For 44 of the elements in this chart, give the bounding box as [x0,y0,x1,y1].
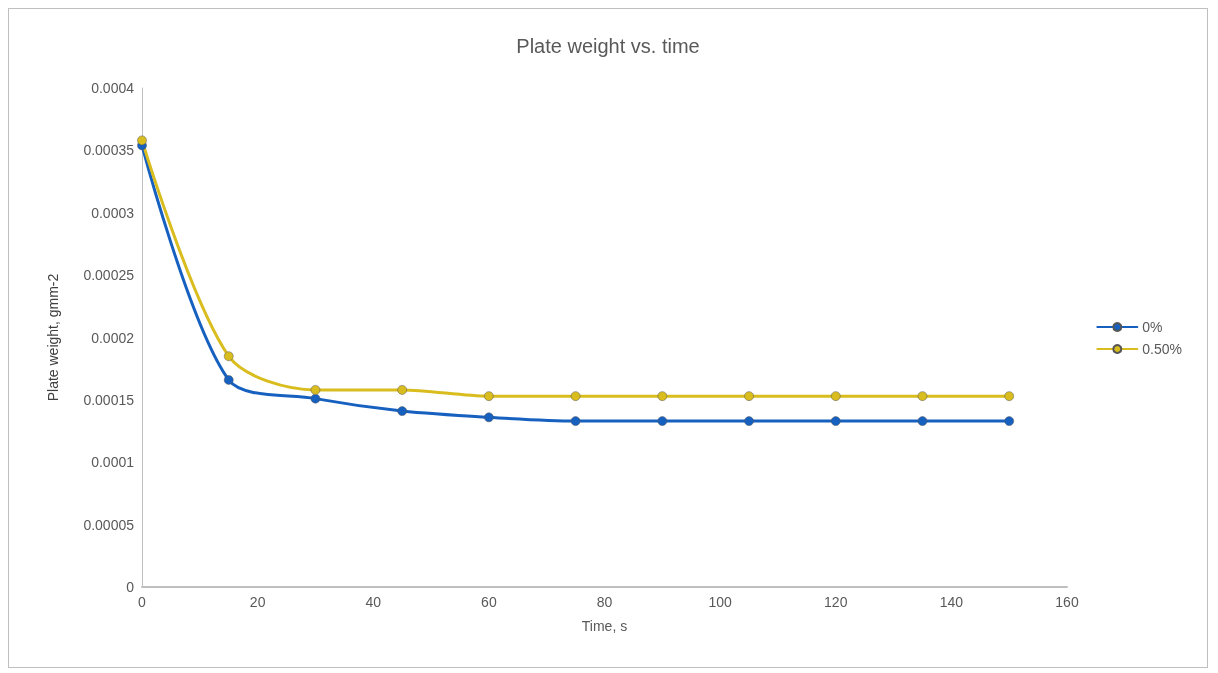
point [137,135,147,146]
point [1004,391,1014,401]
point [310,385,321,395]
y-tick-label: 0.0001 [91,454,135,471]
point [1004,416,1014,426]
x-tick-label: 20 [249,594,266,610]
point [917,416,928,426]
y-tick-label: 0.0002 [91,329,135,346]
point [657,391,668,401]
legend-label: 0% [1142,319,1163,335]
y-tick-label: 0.00005 [83,516,135,533]
point [744,416,754,426]
point [831,416,841,426]
x-tick-label: 80 [596,594,613,610]
point [397,406,407,416]
legend-label: 0.50% [1142,341,1183,357]
x-tick-label: 120 [824,594,848,610]
y-tick-label: 0.00015 [83,391,135,408]
y-axis-title: Plate weight, gmm-2 [45,273,61,402]
y-tick-label: 0.00035 [83,142,135,159]
point [744,391,754,401]
x-tick-label: 40 [365,594,382,610]
point [223,351,234,361]
x-axis-title: Time, s [581,618,628,634]
y-tick-label: 0.0004 [91,80,135,96]
point [570,416,581,426]
point [310,393,321,404]
point [831,391,841,401]
x-tick-label: 0 [138,594,147,610]
point [917,391,928,401]
x-tick-label: 140 [939,594,964,610]
point [657,416,668,426]
x-tick-label: 100 [708,594,733,610]
y-tick-label: 0.00025 [83,267,135,284]
chart-title: Plate weight vs. time [516,35,700,57]
point [397,385,407,395]
y-tick-label: 0.0003 [91,204,135,221]
point [570,391,581,401]
point [484,391,494,401]
point [223,375,234,385]
x-tick-label: 160 [1055,594,1079,610]
y-tick-label: 0 [126,579,135,595]
point [484,412,494,423]
x-tick-label: 60 [481,594,497,610]
